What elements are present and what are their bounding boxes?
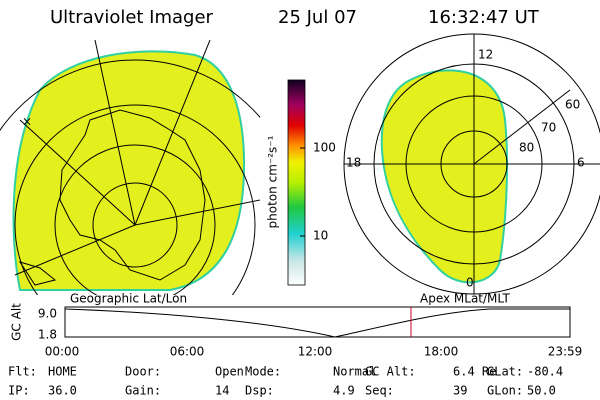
timeline-frame: [64, 306, 571, 338]
mlt-label: 18: [346, 156, 361, 170]
time: 16:32:47 UT: [428, 7, 540, 28]
geo-image: [0, 40, 260, 295]
status-label: Mode:: [245, 365, 281, 379]
status-value: Normal: [333, 365, 376, 379]
polar-image: [343, 33, 600, 295]
status-value: HOME: [48, 365, 77, 379]
status-value: 14: [215, 384, 229, 398]
colorbar-tick-label: 10: [313, 229, 328, 243]
colorbar: [287, 79, 306, 286]
colorbar-tick-label: 100: [313, 141, 336, 155]
status-value: 4.9: [333, 384, 355, 398]
status-label: IP:: [8, 384, 30, 398]
status-label: Gain:: [125, 384, 161, 398]
status-label: Flt:: [8, 365, 37, 379]
mlt-label: 12: [478, 48, 493, 62]
mlat-label: 60: [565, 98, 580, 112]
axis-label: GC Alt: [10, 303, 24, 341]
right-title: Apex MLat/MLT: [420, 292, 510, 306]
status-label: Seq:: [365, 384, 394, 398]
y-tick-label: 9.0: [38, 307, 57, 321]
mlat-label: 80: [519, 141, 534, 155]
status-value: 36.0: [48, 384, 77, 398]
date: 25 Jul 07: [278, 7, 357, 28]
status-value: -80.4: [527, 365, 563, 379]
status-label: GLat:: [487, 365, 523, 379]
x-tick-label: 18:00: [424, 345, 459, 359]
status-value: 50.0: [527, 384, 556, 398]
x-tick-label: 00:00: [45, 345, 80, 359]
x-tick-label: 06:00: [170, 345, 205, 359]
mlt-label: 6: [577, 156, 585, 170]
status-value: Open: [215, 365, 244, 379]
status-value: 39: [453, 384, 467, 398]
mlt-label: 0: [466, 276, 474, 290]
title: Ultraviolet Imager: [50, 7, 214, 28]
mlat-label: 70: [541, 121, 556, 135]
altitude-curve: [64, 308, 570, 338]
status-label: GC Alt:: [365, 365, 416, 379]
x-tick-label: 12:00: [298, 345, 333, 359]
status-label: Door:: [125, 365, 161, 379]
status-label: GLon:: [487, 384, 523, 398]
x-tick-label: 23:59: [548, 345, 583, 359]
y-tick-label: 1.8: [38, 328, 57, 342]
status-label: Dsp:: [245, 384, 274, 398]
status-value: 6.4 Re: [453, 365, 496, 379]
marker: ×: [22, 115, 32, 129]
left-title: Geographic Lat/Lon: [70, 292, 187, 306]
colorbar-unit: photon cm⁻²s⁻¹: [266, 135, 280, 228]
